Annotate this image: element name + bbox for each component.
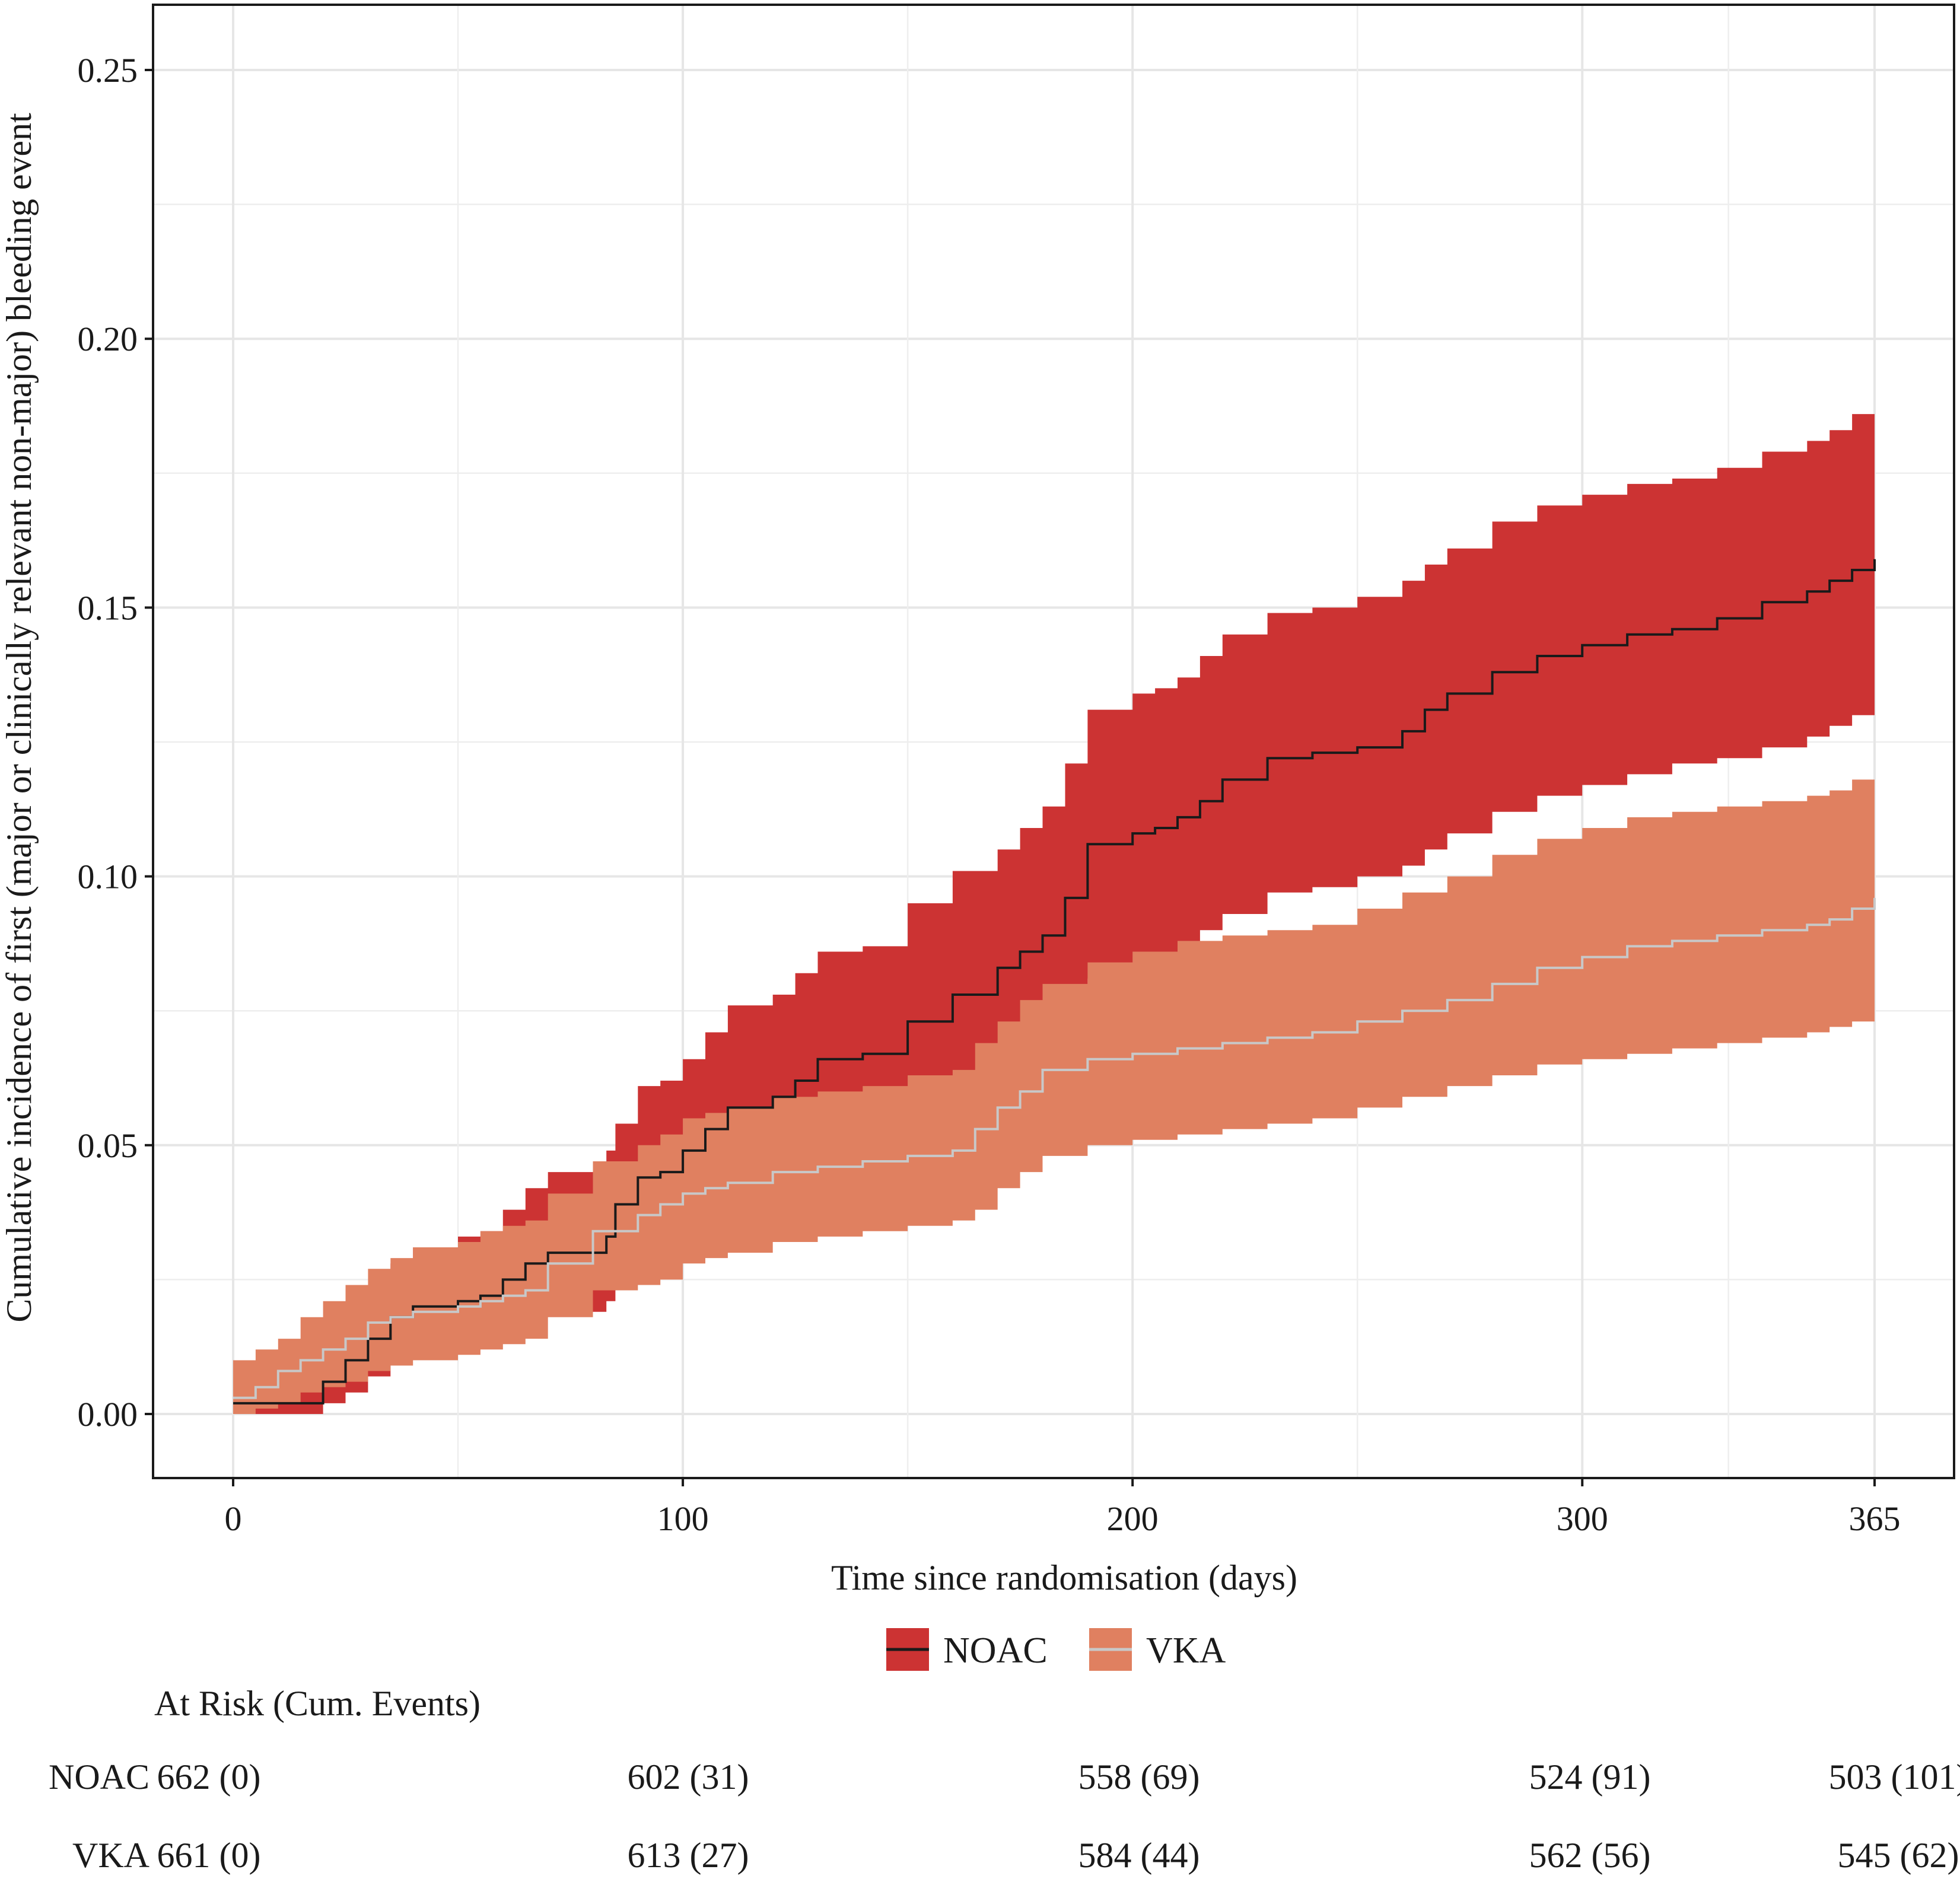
at-risk-cell-vka: 584 (44) (1078, 1836, 1200, 1875)
x-axis: 0 100 200 300 365 (225, 1478, 1901, 1538)
confidence-bands (233, 403, 1875, 1414)
legend: NOAC VKA (886, 1628, 1226, 1671)
at-risk-title: At Risk (Cum. Events) (154, 1684, 481, 1723)
x-tick-label: 0 (225, 1499, 242, 1538)
at-risk-cell-noac: 524 (91) (1529, 1757, 1651, 1797)
x-tick-label: 300 (1557, 1499, 1608, 1538)
at-risk-cell-noac: 503 (101) (1829, 1757, 1960, 1797)
at-risk-cell-vka: 661 (0) (157, 1836, 261, 1875)
y-tick-label: 0.20 (78, 320, 138, 358)
at-risk-cell-vka: 545 (62) (1838, 1836, 1959, 1875)
line-noac (233, 559, 1876, 1405)
y-tick-label: 0.05 (78, 1126, 138, 1165)
at-risk-cell-vka: 613 (27) (628, 1836, 749, 1875)
band-vka (233, 769, 1875, 1414)
at-risk-row-label-noac: NOAC (49, 1757, 149, 1797)
x-tick-label: 200 (1107, 1499, 1159, 1538)
y-axis-title: Cumulative incidence of first (major or … (0, 113, 39, 1323)
y-tick-label: 0.25 (78, 51, 138, 90)
at-risk-cell-vka: 562 (56) (1529, 1836, 1651, 1875)
at-risk-row-label-vka: VKA (72, 1836, 149, 1875)
line-vka (233, 897, 1876, 1399)
at-risk-cell-noac: 602 (31) (628, 1757, 749, 1797)
y-tick-label: 0.00 (78, 1395, 138, 1434)
at-risk-cell-noac: 558 (69) (1078, 1757, 1200, 1797)
x-tick-label: 365 (1849, 1499, 1901, 1538)
at-risk-table: At Risk (Cum. Events) NOAC 662 (0) 602 (31… (49, 1684, 1960, 1875)
legend-label-noac: NOAC (943, 1630, 1048, 1671)
x-axis-title: Time since randomisation (days) (831, 1558, 1297, 1597)
y-tick-label: 0.10 (78, 858, 138, 896)
plot-frame (152, 4, 1955, 1479)
incidence-lines (233, 559, 1876, 1405)
y-tick-label: 0.15 (78, 588, 138, 627)
y-axis: 0.00 0.05 0.10 0.15 0.20 0.25 (78, 51, 153, 1434)
x-tick-label: 100 (657, 1499, 709, 1538)
legend-label-vka: VKA (1146, 1630, 1226, 1671)
at-risk-cell-noac: 662 (0) (157, 1757, 261, 1797)
